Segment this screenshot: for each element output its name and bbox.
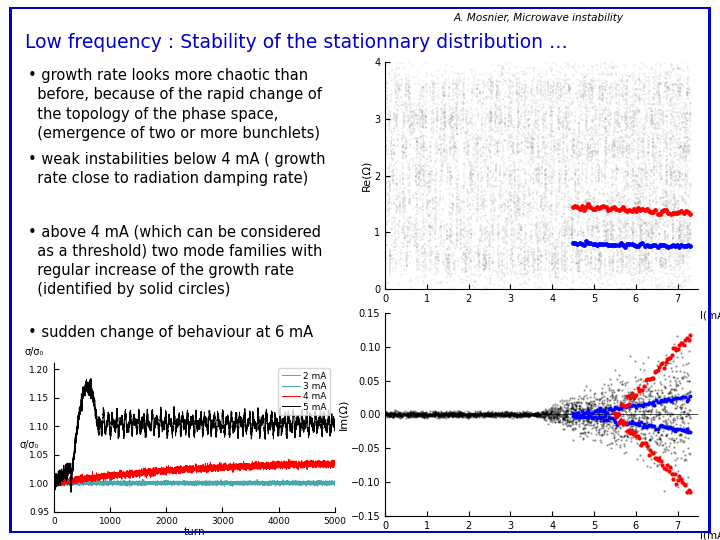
3 mA [185, 480, 194, 487]
Legend: 2 mA, 3 mA, 4 mA, 5 mA: 2 mA, 3 mA, 4 mA, 5 mA [278, 368, 330, 415]
3 mA [50, 480, 58, 486]
Text: I(mA): I(mA) [701, 310, 720, 320]
Text: A. Mosnier, Microwave instability: A. Mosnier, Microwave instability [453, 13, 624, 23]
3 mA [104, 479, 113, 485]
2 mA [161, 477, 169, 483]
5 mA [310, 418, 319, 425]
2 mA [50, 480, 58, 487]
Text: σ/σ₀: σ/σ₀ [24, 347, 44, 357]
4 mA [185, 465, 194, 472]
3 mA [330, 478, 339, 485]
3 mA [138, 476, 147, 483]
3 mA [190, 483, 199, 489]
5 mA [244, 422, 253, 429]
Y-axis label: Im(Ω): Im(Ω) [338, 399, 348, 430]
5 mA [185, 426, 194, 432]
4 mA [284, 456, 293, 462]
Y-axis label: Re(Ω): Re(Ω) [361, 160, 372, 191]
2 mA [220, 483, 229, 490]
5 mA [67, 489, 76, 496]
4 mA [303, 461, 312, 468]
4 mA [312, 461, 321, 468]
5 mA [312, 425, 321, 431]
Text: • growth rate looks more chaotic than
  before, because of the rapid change of
 : • growth rate looks more chaotic than be… [28, 68, 322, 141]
2 mA [303, 478, 312, 484]
3 mA [310, 479, 319, 485]
4 mA [244, 460, 253, 467]
Line: 2 mA: 2 mA [54, 480, 335, 487]
5 mA [330, 421, 339, 427]
Text: • above 4 mA (which can be considered
  as a threshold) two mode families with
 : • above 4 mA (which can be considered as… [28, 224, 323, 297]
Line: 5 mA: 5 mA [54, 379, 335, 492]
4 mA [104, 473, 113, 480]
4 mA [50, 479, 58, 485]
Text: • weak instabilities below 4 mA ( growth
  rate close to radiation damping rate): • weak instabilities below 4 mA ( growth… [28, 152, 325, 186]
3 mA [303, 480, 312, 486]
2 mA [104, 480, 113, 486]
4 mA [310, 461, 319, 468]
Text: • sudden change of behaviour at 6 mA: • sudden change of behaviour at 6 mA [28, 326, 313, 340]
5 mA [303, 413, 312, 419]
Line: 3 mA: 3 mA [54, 480, 335, 486]
3 mA [244, 480, 253, 487]
4 mA [51, 484, 60, 490]
2 mA [330, 480, 339, 486]
2 mA [185, 480, 194, 487]
Y-axis label: σ/σ₀: σ/σ₀ [19, 440, 38, 449]
4 mA [330, 460, 339, 466]
2 mA [310, 480, 319, 487]
Text: Low frequency : Stability of the stationnary distribution …: Low frequency : Stability of the station… [24, 33, 567, 52]
2 mA [244, 481, 253, 488]
5 mA [105, 414, 114, 421]
3 mA [312, 479, 321, 485]
5 mA [86, 375, 95, 382]
Text: I(mA): I(mA) [701, 530, 720, 540]
X-axis label: turn: turn [184, 527, 205, 537]
5 mA [50, 486, 58, 492]
Line: 4 mA: 4 mA [54, 459, 335, 487]
2 mA [312, 480, 321, 486]
